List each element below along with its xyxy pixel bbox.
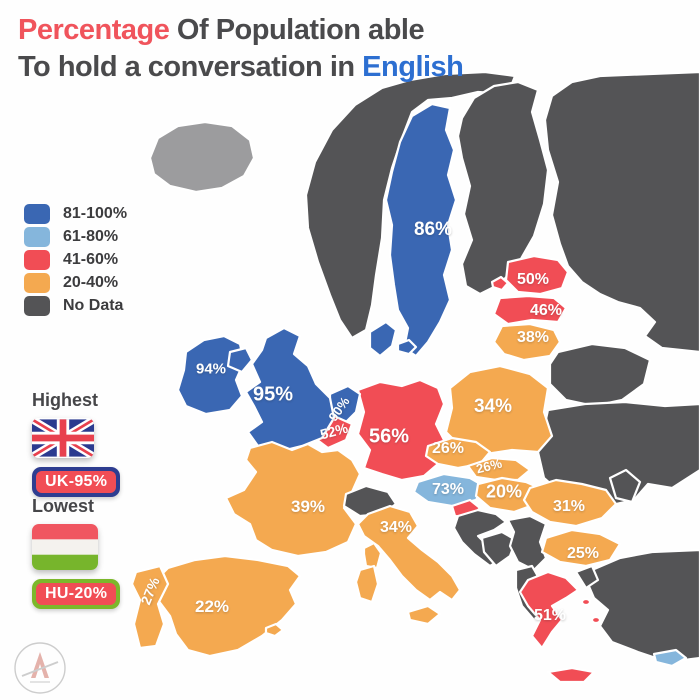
balearic-islands bbox=[264, 622, 285, 638]
country-sweden bbox=[384, 102, 458, 358]
aegean-island bbox=[590, 615, 602, 625]
legend-label: No Data bbox=[63, 296, 124, 314]
country-estonia bbox=[504, 254, 570, 296]
country-ukraine bbox=[536, 400, 700, 507]
legend-swatch-61-80 bbox=[24, 226, 50, 247]
lowest-heading: Lowest bbox=[32, 496, 95, 516]
country-bosnia bbox=[480, 530, 518, 568]
title-text-2: To hold a conversation in bbox=[18, 51, 363, 83]
country-russia bbox=[543, 70, 700, 354]
crete bbox=[546, 666, 596, 684]
legend-label: 20-40% bbox=[63, 273, 119, 291]
lowest-badge: HU-20% bbox=[32, 579, 121, 609]
country-italy bbox=[356, 504, 462, 602]
title-line-2: To hold a conversation in English bbox=[18, 49, 464, 86]
country-turkey bbox=[586, 548, 700, 664]
title-line-1: Percentage Of Population able bbox=[18, 12, 463, 49]
country-lithuania bbox=[492, 322, 562, 362]
country-norway bbox=[304, 70, 517, 340]
country-poland bbox=[444, 364, 554, 456]
legend-label: 61-80% bbox=[63, 227, 119, 245]
aegean-island bbox=[580, 597, 592, 607]
title-accent-percentage: Percentage bbox=[18, 14, 170, 46]
estonia-island bbox=[490, 275, 510, 292]
country-france bbox=[224, 440, 362, 558]
page-title: Percentage Of Population able To hold a … bbox=[18, 12, 464, 86]
country-uk bbox=[244, 326, 336, 454]
country-moldova bbox=[608, 468, 642, 504]
legend-item-no-data: No Data bbox=[24, 294, 127, 317]
uk-northern-ireland bbox=[226, 346, 254, 374]
highest-badge: UK-95% bbox=[32, 467, 121, 497]
country-belarus bbox=[548, 342, 652, 408]
legend-item-20-40: 20-40% bbox=[24, 271, 127, 294]
country-denmark bbox=[368, 320, 398, 358]
title-text-1: Of Population able bbox=[169, 14, 425, 46]
lowest-block: Lowest HU-20% bbox=[32, 496, 121, 609]
logo-swoosh bbox=[21, 661, 59, 677]
highest-block: Highest UK-95% bbox=[32, 390, 121, 497]
country-romania bbox=[522, 478, 618, 528]
country-germany bbox=[356, 378, 448, 482]
country-serbia bbox=[506, 514, 548, 572]
country-iceland bbox=[148, 120, 256, 194]
sardinia bbox=[354, 564, 380, 604]
sicily bbox=[406, 604, 442, 626]
legend-swatch-41-60 bbox=[24, 249, 50, 270]
title-accent-english: English bbox=[362, 51, 464, 83]
denmark-island bbox=[396, 338, 418, 356]
legend-label: 81-100% bbox=[63, 204, 128, 222]
hungary-flag-icon bbox=[32, 524, 98, 570]
legend: 81-100% 61-80% 41-60% 20-40% No Data bbox=[24, 202, 127, 317]
legend-swatch-no-data bbox=[24, 295, 50, 316]
uk-flag-icon bbox=[32, 418, 94, 458]
country-bulgaria bbox=[540, 528, 622, 568]
legend-swatch-20-40 bbox=[24, 272, 50, 293]
lowest-badge-text: HU-20% bbox=[36, 583, 117, 605]
logo-letter-a bbox=[31, 652, 49, 678]
country-ireland bbox=[176, 334, 246, 416]
country-portugal bbox=[130, 564, 170, 650]
legend-item-41-60: 41-60% bbox=[24, 248, 127, 271]
country-greece bbox=[518, 570, 580, 650]
country-spain bbox=[148, 554, 302, 658]
highest-heading: Highest bbox=[32, 390, 99, 410]
highest-badge-text: UK-95% bbox=[36, 471, 117, 493]
legend-label: 41-60% bbox=[63, 250, 119, 268]
country-austria bbox=[412, 472, 486, 508]
country-latvia bbox=[492, 294, 568, 326]
legend-item-61-80: 61-80% bbox=[24, 225, 127, 248]
legend-swatch-81-100 bbox=[24, 203, 50, 224]
country-cyprus bbox=[652, 648, 688, 668]
country-slovakia bbox=[466, 456, 532, 482]
brand-logo bbox=[14, 642, 66, 694]
turkey-european-part bbox=[574, 564, 600, 590]
legend-item-81-100: 81-100% bbox=[24, 202, 127, 225]
